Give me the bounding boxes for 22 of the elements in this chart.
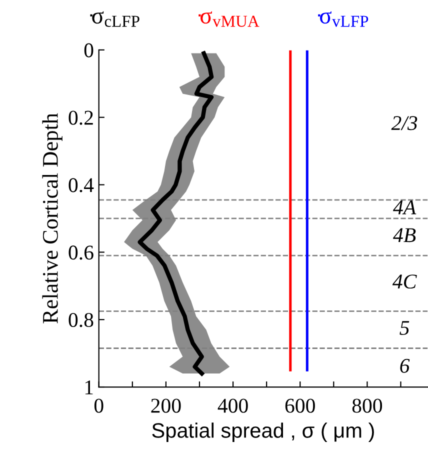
annotation: 4B (393, 228, 416, 242)
x-tick-label: 200 (151, 398, 181, 413)
annotation: 4C (392, 274, 417, 289)
x-tick-label: 600 (285, 398, 315, 413)
annotation: 6 (400, 358, 410, 373)
annotation: 2/3 (391, 116, 418, 130)
annotation: 4A (393, 200, 416, 214)
x-tick-label: 0 (94, 398, 104, 413)
y-tick-label: 0.8 (68, 312, 94, 328)
y-tick-label: 0.2 (68, 110, 93, 125)
legend-label: σ$_{cLFP}$ (92, 11, 140, 27)
annotation: 5 (400, 321, 410, 335)
legend-label: σ$_{vMUA}$ (200, 11, 260, 27)
legend-label: σ$_{vLFP}$ (320, 11, 368, 27)
x-axis-title: Spatial spread , σ ( μm ) (152, 422, 374, 442)
y-tick-label: 0.4 (68, 178, 94, 192)
y-tick-label: 0.6 (68, 246, 94, 260)
y-tick-label: 1 (85, 380, 93, 394)
y-tick-label: 0 (84, 43, 94, 58)
x-tick-label: 800 (352, 398, 382, 413)
x-tick-label: 400 (218, 398, 248, 413)
y-axis-title: Relative Cortical Depth (42, 113, 62, 324)
